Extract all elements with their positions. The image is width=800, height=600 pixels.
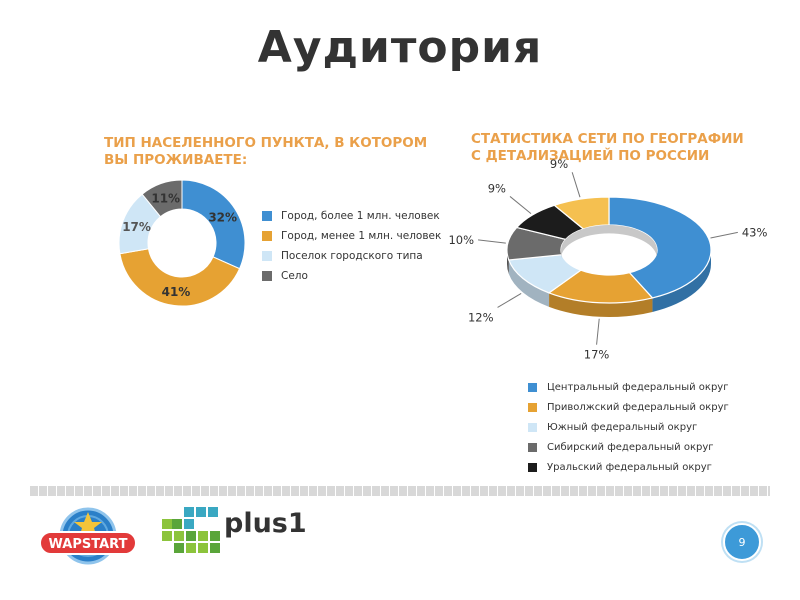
chart2-leader-line-5 (509, 196, 532, 215)
chart2-legend-label: Сибирский федеральный округ (547, 441, 714, 453)
chart1-slice-1 (181, 179, 246, 270)
chart1-title-line-2: ВЫ ПРОЖИВАЕТЕ: (104, 152, 248, 168)
chart1-legend-swatch (262, 231, 272, 241)
chart2-title: СТАТИСТИКА СЕТИ ПО ГЕОГРАФИИ С ДЕТАЛИЗАЦ… (471, 131, 744, 165)
chart2-legend-label: Центральный федеральный округ (547, 381, 729, 393)
chart2-legend-label: Южный федеральный округ (547, 421, 698, 433)
chart1-legend-label: Город, более 1 млн. человек (281, 210, 440, 222)
chart2-legend-item: Приволжский федеральный округ (528, 397, 729, 417)
chart2-slice-label-5: 9% (488, 181, 506, 195)
chart2-slice-label-6: 9% (550, 157, 568, 171)
chart2-legend-swatch (528, 442, 537, 452)
wapstart-logo: WAPSTART (39, 507, 137, 565)
chart2-leader-line-4 (477, 239, 506, 244)
chart2-legend-label: Уральский федеральный округ (547, 461, 712, 473)
chart1-slice-4 (141, 179, 183, 218)
chart2-legend-item: Уральский федеральный округ (528, 457, 729, 477)
footer-divider (30, 486, 770, 496)
chart2-slice-label-2: 17% (584, 348, 610, 362)
chart1-legend-item: Поселок городского типа (262, 246, 441, 266)
chart2-legend-swatch (528, 382, 537, 392)
chart2-legend-swatch (528, 422, 537, 432)
chart1-legend-swatch (262, 251, 272, 261)
chart2-side-wall-2 (549, 292, 653, 317)
chart2-slice-label-4: 10% (448, 233, 474, 247)
chart2-legend-item: Центральный федеральный округ (528, 377, 729, 397)
chart2-leader-line-2 (596, 318, 600, 345)
chart2-inner-wall (561, 225, 657, 259)
chart2-legend-label: Приволжский федеральный округ (547, 401, 729, 413)
chart2-title-line-2: С ДЕТАЛИЗАЦИЕЙ ПО РОССИИ (471, 148, 710, 164)
chart1-slice-label-1: 32% (208, 211, 237, 225)
chart1-legend: Город, более 1 млн. человек Город, менее … (262, 206, 441, 286)
chart2-legend-swatch (528, 462, 537, 472)
chart1-legend-swatch (262, 211, 272, 221)
chart2-legend-swatch (528, 402, 537, 412)
chart2-legend-item: Южный федеральный округ (528, 417, 729, 437)
chart1-legend-label: Город, менее 1 млн. человек (281, 230, 442, 242)
chart1-legend-label: Село (281, 270, 308, 282)
chart2-slice-label-3: 12% (468, 310, 494, 324)
chart2-side-wall-1 (652, 250, 711, 312)
plus1-logo-text: plus1 (224, 508, 307, 539)
plus1-logo-mark (162, 507, 220, 553)
slide-title: Аудитория (257, 22, 543, 73)
chart2-leader-line-6 (571, 172, 581, 198)
chart2-leader-line-1 (710, 231, 738, 239)
chart1-legend-item: Село (262, 266, 441, 286)
chart2-leader-line-3 (497, 293, 522, 308)
chart1-slice-label-3: 17% (122, 220, 151, 234)
chart1-title-line-1: ТИП НАСЕЛЕННОГО ПУНКТА, В КОТОРОМ (104, 135, 428, 151)
chart2-legend-item: Сибирский федеральный округ (528, 437, 729, 457)
wapstart-logo-text: WAPSTART (49, 537, 128, 552)
chart2-slice-label-1: 43% (742, 225, 768, 239)
chart1-slice-label-2: 41% (162, 285, 191, 299)
page-number-badge: 9 (723, 523, 761, 561)
chart1-legend-swatch (262, 271, 272, 281)
chart1-title: ТИП НАСЕЛЕННОГО ПУНКТА, В КОТОРОМ ВЫ ПРО… (104, 135, 427, 169)
chart2-legend: Центральный федеральный округ Приволжский… (528, 377, 729, 477)
chart1-legend-label: Поселок городского типа (281, 250, 423, 262)
chart1-slice-2 (119, 248, 241, 307)
chart1-legend-item: Город, более 1 млн. человек (262, 206, 441, 226)
chart2-title-line-1: СТАТИСТИКА СЕТИ ПО ГЕОГРАФИИ (471, 131, 744, 147)
chart1-legend-item: Город, менее 1 млн. человек (262, 226, 441, 246)
chart1-slice-label-4: 11% (151, 191, 180, 205)
